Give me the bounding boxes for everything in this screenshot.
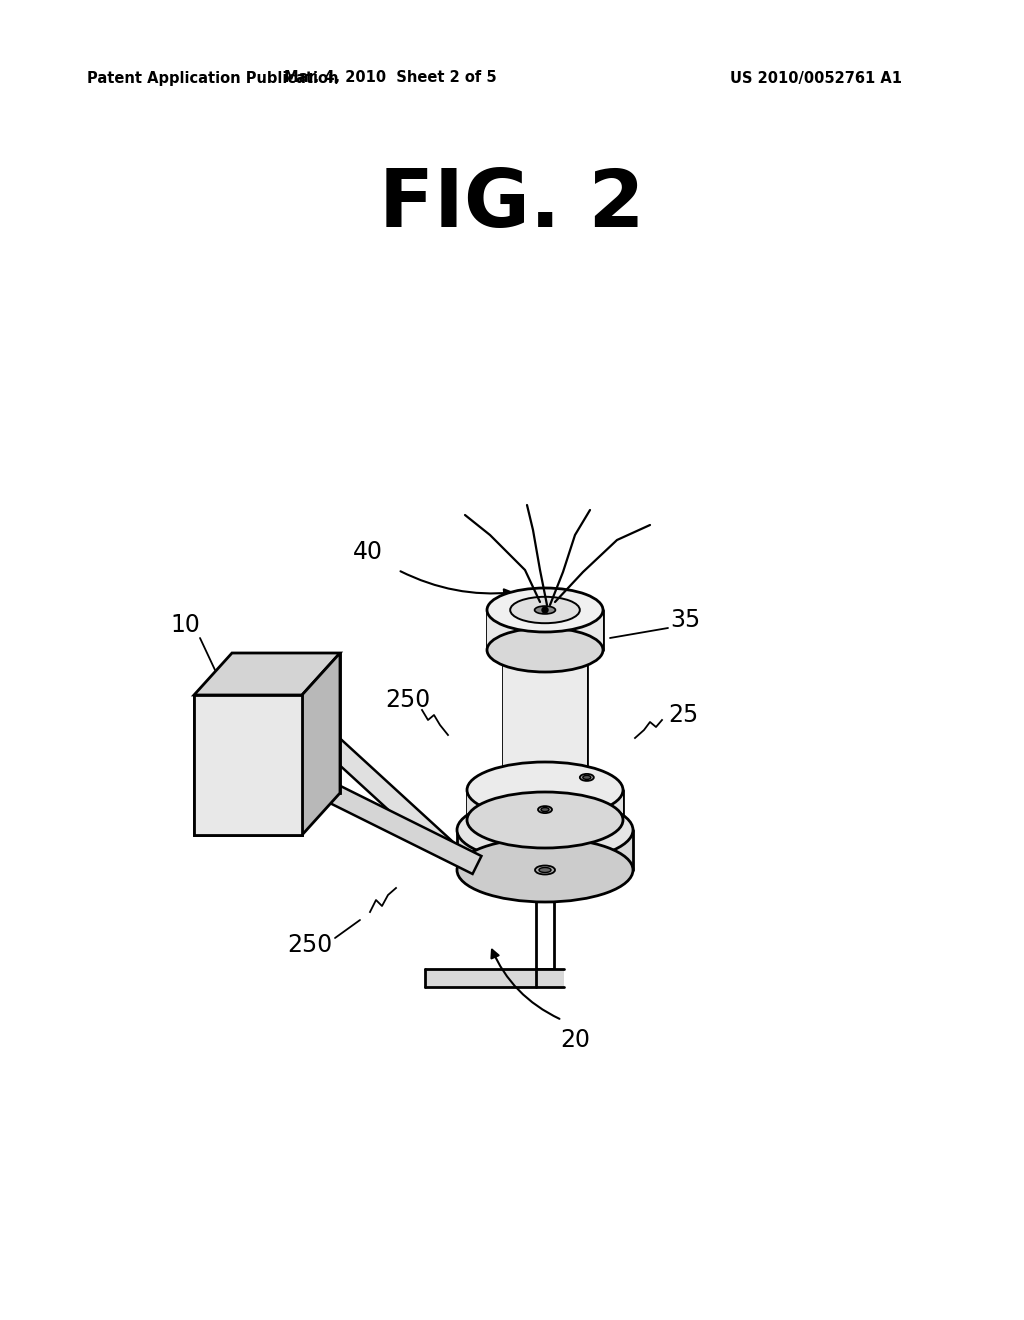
Ellipse shape	[535, 866, 555, 874]
Polygon shape	[194, 696, 302, 836]
Polygon shape	[311, 776, 481, 874]
Polygon shape	[487, 610, 603, 649]
Ellipse shape	[467, 792, 623, 847]
Ellipse shape	[541, 808, 549, 812]
Polygon shape	[194, 696, 302, 836]
Ellipse shape	[538, 807, 552, 813]
Polygon shape	[232, 653, 340, 793]
Ellipse shape	[583, 775, 591, 779]
Text: Patent Application Publication: Patent Application Publication	[87, 70, 339, 86]
Text: 35: 35	[670, 609, 700, 632]
Text: 250: 250	[385, 688, 431, 711]
Text: 40: 40	[353, 540, 383, 564]
Ellipse shape	[535, 606, 555, 614]
Polygon shape	[503, 649, 587, 780]
Ellipse shape	[510, 597, 580, 623]
Ellipse shape	[467, 762, 623, 818]
Text: 250: 250	[288, 933, 333, 957]
Polygon shape	[302, 653, 340, 836]
Polygon shape	[457, 830, 633, 870]
Text: Mar. 4, 2010  Sheet 2 of 5: Mar. 4, 2010 Sheet 2 of 5	[284, 70, 497, 86]
Text: 10: 10	[170, 612, 200, 638]
Polygon shape	[467, 789, 623, 820]
Text: 25: 25	[668, 704, 698, 727]
Ellipse shape	[539, 867, 551, 873]
Polygon shape	[194, 653, 340, 696]
Text: 20: 20	[560, 1028, 590, 1052]
Polygon shape	[425, 969, 564, 987]
Ellipse shape	[580, 774, 594, 781]
Text: FIG. 2: FIG. 2	[379, 166, 645, 244]
Ellipse shape	[487, 587, 603, 632]
Polygon shape	[309, 722, 454, 858]
Circle shape	[542, 607, 548, 612]
Ellipse shape	[457, 838, 633, 902]
Ellipse shape	[457, 799, 633, 862]
Ellipse shape	[503, 764, 587, 796]
Ellipse shape	[487, 628, 603, 672]
Ellipse shape	[503, 634, 587, 667]
Text: US 2010/0052761 A1: US 2010/0052761 A1	[730, 70, 902, 86]
